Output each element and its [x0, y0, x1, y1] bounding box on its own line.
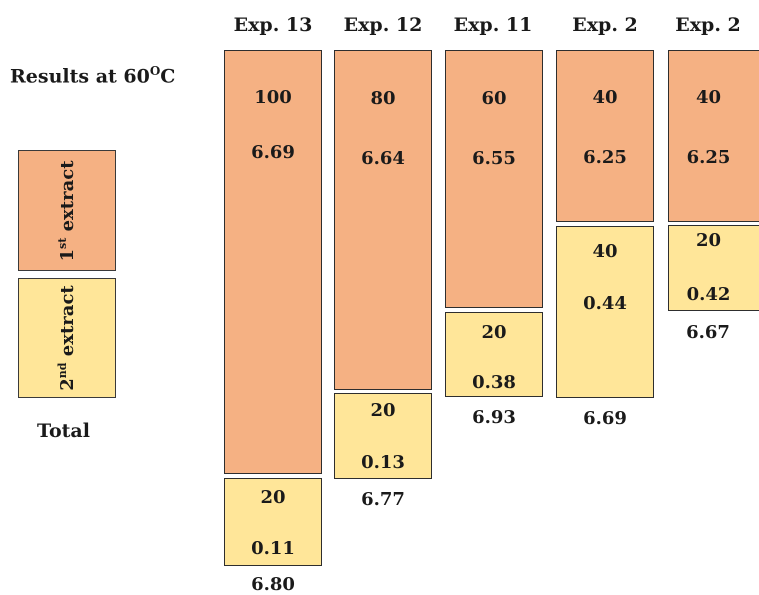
- second-extract-amount: 20: [481, 322, 507, 343]
- legend-second-extract-label: 2nd extract: [56, 285, 78, 391]
- title-degree: O: [149, 64, 161, 78]
- diagram-title: Results at 60OC: [10, 64, 175, 87]
- legend-second-extract-box: 2nd extract: [18, 278, 116, 398]
- second-extract-bar: 20 0.11: [224, 478, 322, 566]
- exp-header: Exp. 12: [343, 14, 423, 36]
- first-extract-yield: 6.55: [472, 148, 516, 169]
- second-extract-yield: 0.42: [686, 284, 731, 305]
- exp-header: Exp. 2: [572, 14, 638, 36]
- first-extract-bar: 40 6.25: [556, 50, 654, 222]
- second-extract-yield: 0.11: [251, 538, 295, 559]
- second-extract-yield: 0.38: [472, 372, 516, 393]
- legend-first-extract-label: 1st extract: [56, 159, 78, 262]
- second-extract-bar: 20 0.13: [334, 393, 432, 479]
- exp-header: Exp. 2: [675, 14, 741, 36]
- first-extract-yield: 6.25: [686, 147, 731, 168]
- first-extract-amount: 100: [254, 87, 292, 108]
- first-extract-bar: 60 6.55: [445, 50, 543, 308]
- first-extract-amount: 40: [695, 87, 722, 108]
- second-extract-amount: 20: [370, 400, 396, 421]
- exp-header: Exp. 13: [233, 14, 313, 36]
- total-value: 6.80: [251, 574, 295, 595]
- legend-first-extract-box: 1st extract: [18, 150, 116, 271]
- second-extract-bar: 20 0.42: [668, 225, 759, 311]
- second-extract-amount: 20: [260, 487, 286, 508]
- first-extract-yield: 6.69: [251, 142, 295, 163]
- first-extract-amount: 80: [370, 88, 396, 109]
- first-extract-yield: 6.25: [583, 147, 627, 168]
- title-text: Results at 60: [10, 65, 150, 88]
- second-extract-bar: 40 0.44: [556, 226, 654, 398]
- total-value: 6.93: [472, 407, 516, 428]
- first-extract-amount: 60: [481, 88, 507, 109]
- first-extract-yield: 6.64: [361, 148, 405, 169]
- second-extract-amount: 40: [592, 241, 618, 262]
- legend-total-label: Total: [37, 420, 90, 442]
- exp-header: Exp. 11: [453, 14, 533, 36]
- first-extract-bar: 100 6.69: [224, 50, 322, 474]
- title-unit: C: [160, 65, 176, 88]
- second-extract-yield: 0.44: [583, 293, 627, 314]
- second-extract-amount: 20: [695, 230, 722, 251]
- first-extract-bar: 80 6.64: [334, 50, 432, 390]
- total-value: 6.67: [686, 322, 730, 343]
- first-extract-amount: 40: [592, 87, 618, 108]
- second-extract-yield: 0.13: [361, 452, 405, 473]
- second-extract-bar: 20 0.38: [445, 312, 543, 397]
- total-value: 6.77: [361, 489, 405, 510]
- total-value: 6.69: [583, 408, 627, 429]
- first-extract-bar: 40 6.25: [668, 50, 759, 222]
